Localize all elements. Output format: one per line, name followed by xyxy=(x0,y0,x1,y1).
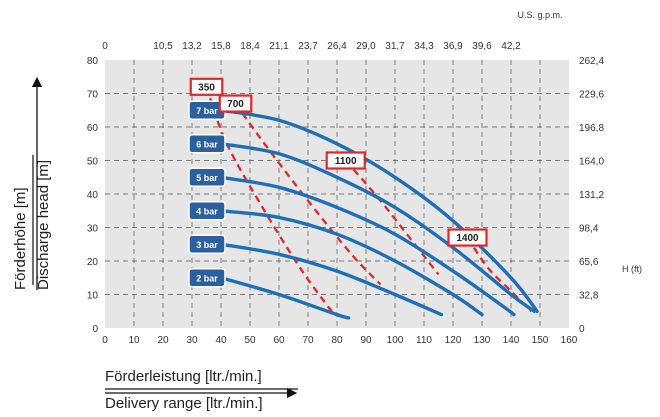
x-axis-label-de: Förderleistung [ltr./min.] xyxy=(105,368,262,385)
x-tick-label: 60 xyxy=(273,335,285,346)
x-top-tick-label: 34,3 xyxy=(414,41,434,52)
y-tick-label: 0 xyxy=(92,324,98,335)
pressure-curve xyxy=(219,276,351,320)
y-tick-label: 20 xyxy=(87,257,99,268)
pressure-badge-label: 4 bar xyxy=(196,206,218,216)
y-right-tick-label: 262,4 xyxy=(579,56,604,67)
pressure-badge-label: 7 bar xyxy=(196,106,218,116)
x-top-tick-label: 15,8 xyxy=(211,41,231,52)
x-tick-label: 150 xyxy=(532,335,549,346)
y-axis-label-de: Förderhöhe [m] xyxy=(12,187,29,290)
rpm-label: 1100 xyxy=(335,156,357,167)
rpm-label: 1400 xyxy=(456,233,479,244)
y-tick-label: 50 xyxy=(87,157,99,168)
y-right-tick-label: 98,4 xyxy=(579,224,599,235)
y-axis-right-label: H (ft) xyxy=(622,264,642,274)
rpm-label-box xyxy=(189,77,224,96)
rpm-label-box xyxy=(447,228,488,247)
rpm-label: 350 xyxy=(198,82,215,93)
pressure-curve xyxy=(219,142,536,313)
x-tick-label: 30 xyxy=(186,335,198,346)
pressure-badges: 7 bar 6 bar 5 bar 4 bar 3 bar 2 bar xyxy=(188,100,226,288)
pressure-curves xyxy=(219,108,539,320)
x-tick-label: 90 xyxy=(360,335,372,346)
y-right-tick-label: 32,8 xyxy=(579,291,599,302)
x-top-tick-label: 31,7 xyxy=(385,41,405,52)
pressure-badge-label: 5 bar xyxy=(196,173,218,183)
y-tick-label: 80 xyxy=(87,56,99,67)
x-tick-label: 10 xyxy=(128,335,140,346)
y-axis-right-ticks: 0 32,8 65,6 98,4 131,2 164,0 196,8 229,6 262,4 xyxy=(579,56,604,335)
y-axis-label-en: Discharge head [m] xyxy=(35,160,52,290)
rpm-line xyxy=(344,159,440,276)
x-top-tick-label: 42,2 xyxy=(501,41,521,52)
x-top-tick-label: 10,5 xyxy=(153,41,173,52)
y-tick-label: 40 xyxy=(87,190,99,201)
x-tick-label: 110 xyxy=(416,335,432,346)
x-tick-label: 20 xyxy=(157,335,169,346)
pressure-badge xyxy=(188,234,226,254)
pressure-badge xyxy=(188,167,226,187)
x-top-tick-label: 39,6 xyxy=(472,41,492,52)
plot-background xyxy=(105,60,569,328)
y-tick-label: 30 xyxy=(87,224,99,235)
x-top-tick-label: 23,7 xyxy=(298,41,318,52)
pressure-curve xyxy=(219,175,516,317)
x-top-tick-label: 18,4 xyxy=(240,41,260,52)
x-top-tick-label: 13,2 xyxy=(182,41,202,52)
rpm-labels: 350 700 1100 1400 xyxy=(189,77,488,247)
x-tick-label: 50 xyxy=(244,335,256,346)
y-right-tick-label: 0 xyxy=(579,324,585,335)
pressure-curve xyxy=(219,242,444,317)
x-tick-label: 130 xyxy=(474,335,491,346)
y-right-tick-label: 229,6 xyxy=(579,90,604,101)
pressure-badge-label: 2 bar xyxy=(196,273,218,283)
x-tick-label: 160 xyxy=(561,335,578,346)
x-axis-top-label: U.S. g.p.m. xyxy=(517,10,562,20)
rpm-line xyxy=(205,86,336,316)
x-tick-label: 80 xyxy=(331,335,343,346)
y-right-tick-label: 196,8 xyxy=(579,123,604,134)
pressure-curve xyxy=(219,108,539,313)
x-axis-label-en: Delivery range [ltr./min.] xyxy=(105,395,263,412)
pressure-badge-label: 3 bar xyxy=(196,240,218,250)
x-tick-label: 70 xyxy=(302,335,314,346)
pressure-badge xyxy=(188,134,226,154)
x-tick-label: 40 xyxy=(215,335,227,346)
x-top-tick-label: 21,1 xyxy=(269,41,289,52)
y-axis-left-ticks: 0 10 20 30 40 50 60 70 80 xyxy=(87,56,99,335)
y-right-tick-label: 65,6 xyxy=(579,257,599,268)
y-tick-label: 10 xyxy=(87,291,99,302)
rpm-line xyxy=(234,102,382,286)
x-tick-label: 120 xyxy=(445,335,462,346)
pressure-badge xyxy=(188,201,226,221)
x-axis-bottom-ticks: 0 10 20 30 40 50 60 70 80 90 100 110 120 130 140 150 160 xyxy=(102,335,578,346)
pressure-curve xyxy=(219,209,484,317)
rpm-label-box xyxy=(218,94,253,113)
x-top-tick-label: 36,9 xyxy=(443,41,463,52)
x-tick-label: 140 xyxy=(503,335,520,346)
x-tick-label: 0 xyxy=(102,335,108,346)
x-top-tick-label: 0 xyxy=(102,41,108,52)
rpm-label: 700 xyxy=(227,99,244,110)
pressure-badge-label: 6 bar xyxy=(196,139,218,149)
y-tick-label: 60 xyxy=(87,123,99,134)
y-right-tick-label: 131,2 xyxy=(579,190,604,201)
x-top-tick-label: 26,4 xyxy=(327,41,347,52)
pressure-badge xyxy=(188,268,226,288)
x-axis-top-ticks: 0 10,5 13,2 15,8 18,4 21,1 23,7 26,4 29,0 31,7 34,… xyxy=(102,41,521,52)
rpm-label-box xyxy=(325,151,366,170)
y-tick-label: 70 xyxy=(87,90,99,101)
x-top-tick-label: 29,0 xyxy=(356,41,376,52)
y-right-tick-label: 164,0 xyxy=(579,157,604,168)
x-tick-label: 100 xyxy=(387,335,404,346)
